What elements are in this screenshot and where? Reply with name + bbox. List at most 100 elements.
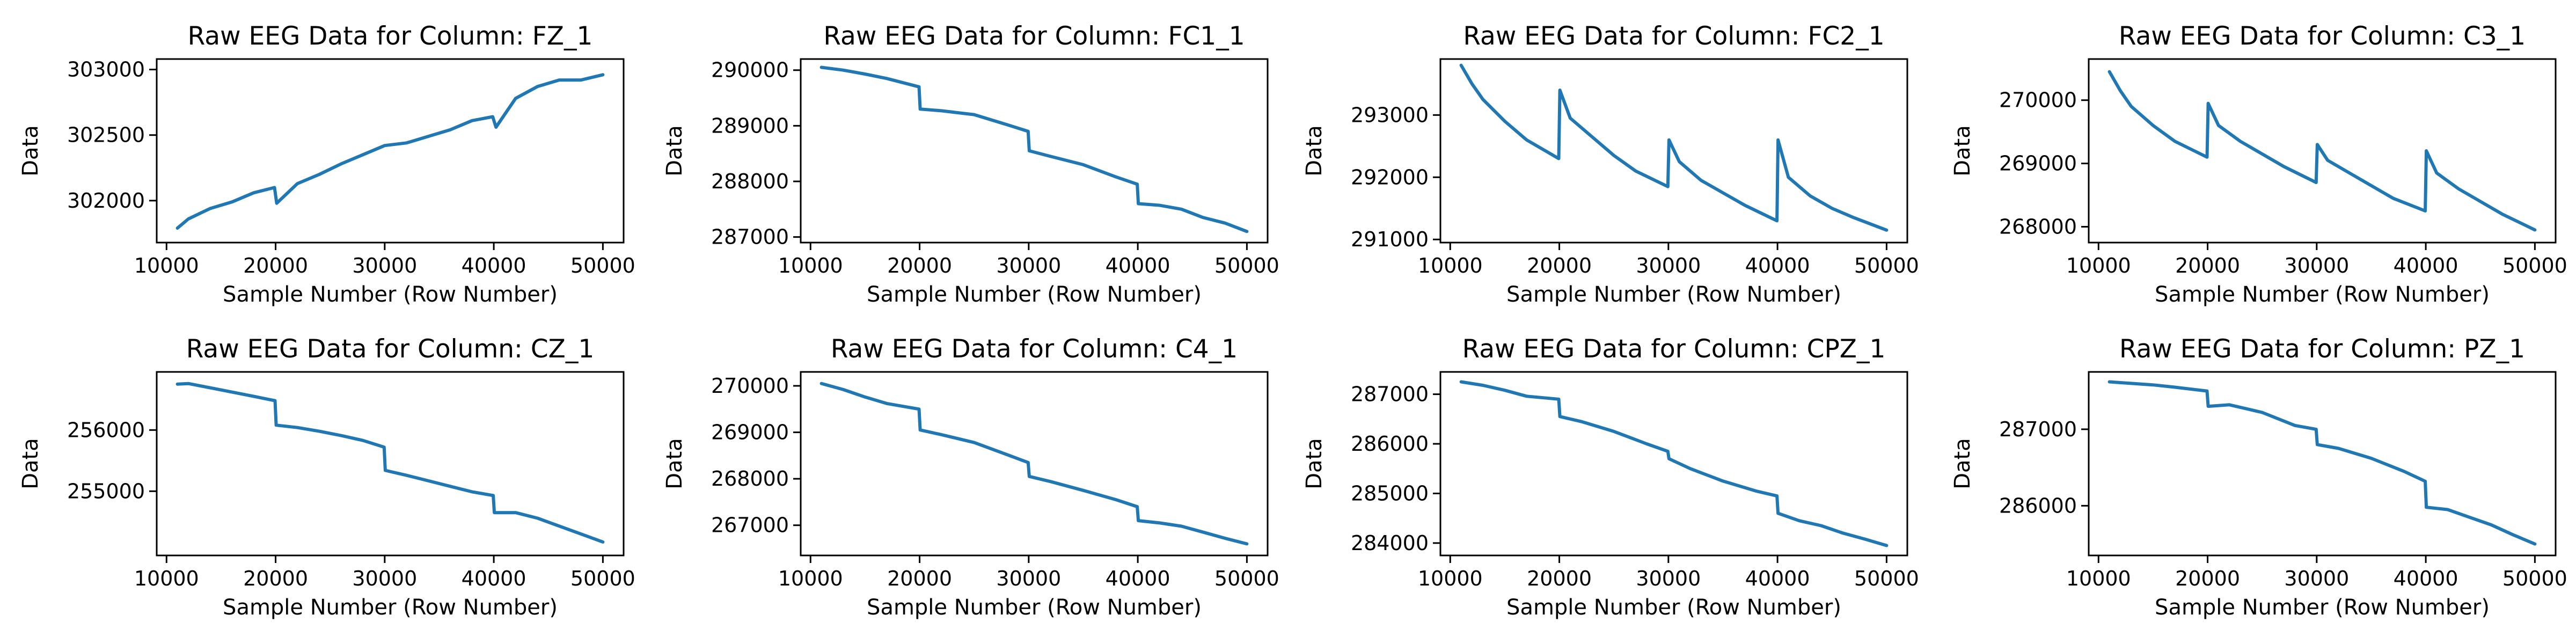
series-line <box>819 65 1249 233</box>
x-tick-label: 40000 <box>1106 567 1170 590</box>
y-tick-label: 303000 <box>67 58 145 82</box>
y-axis-label: Data <box>1950 125 1975 177</box>
subplot-1: 10000 20000 30000 40000 50000 302000 302500 303… <box>18 21 635 307</box>
x-tick-label: 30000 <box>352 567 417 590</box>
x-tick-label: 50000 <box>1214 254 1279 277</box>
axes-frame <box>156 58 625 244</box>
x-tick-label: 10000 <box>778 254 843 277</box>
y-axis-label: Data <box>662 125 687 177</box>
x-tick-label: 40000 <box>2394 254 2458 277</box>
x-tick-label: 50000 <box>1854 567 1919 590</box>
chart-title: Raw EEG Data for Column: FZ_1 <box>188 21 593 51</box>
subplot-6: 10000 20000 30000 40000 50000 267000 268000 269… <box>662 334 1279 620</box>
axes-frame <box>2088 58 2557 244</box>
x-axis-label: Sample Number (Row Number) <box>867 595 1202 620</box>
y-tick-label: 255000 <box>67 479 145 503</box>
x-tick-label: 10000 <box>2066 567 2131 590</box>
y-tick-label: 284000 <box>1351 531 1429 555</box>
y-axis-label: Data <box>18 438 43 489</box>
x-axis-label: Sample Number (Row Number) <box>223 595 558 620</box>
y-axis-label: Data <box>1302 125 1327 177</box>
y-tick-label: 302500 <box>67 123 145 147</box>
axes-frame <box>1439 371 1908 557</box>
x-tick-label: 10000 <box>134 254 199 277</box>
chart-title: Raw EEG Data for Column: C3_1 <box>2119 21 2526 51</box>
y-tick-label: 268000 <box>1999 215 2077 239</box>
subplot-8: 10000 20000 30000 40000 50000 286000 287000 Raw… <box>1950 334 2567 620</box>
subplot-3: 10000 20000 30000 40000 50000 291000 292000 293… <box>1302 21 1919 307</box>
x-tick-label: 20000 <box>887 567 952 590</box>
axes-frame <box>2088 371 2557 557</box>
series-line <box>175 73 605 230</box>
y-tick-label: 293000 <box>1351 103 1429 127</box>
x-tick-label: 30000 <box>996 567 1061 590</box>
x-tick-label: 30000 <box>2284 254 2349 277</box>
chart-title: Raw EEG Data for Column: FC2_1 <box>1463 21 1884 51</box>
y-tick-label: 287000 <box>711 225 789 249</box>
y-tick-label: 289000 <box>711 114 789 137</box>
subplot-2: 10000 20000 30000 40000 50000 287000 288000 289… <box>662 21 1279 307</box>
axes-frame <box>1439 58 1908 244</box>
y-tick-label: 270000 <box>1999 89 2077 112</box>
y-tick-label: 286000 <box>1351 432 1429 456</box>
chart-title: Raw EEG Data for Column: CZ_1 <box>186 334 594 364</box>
x-tick-label: 30000 <box>1636 567 1701 590</box>
x-tick-label: 50000 <box>570 567 635 590</box>
series-line <box>819 382 1249 546</box>
series-line <box>1459 380 1889 547</box>
x-tick-label: 10000 <box>1418 254 1483 277</box>
x-axis-label: Sample Number (Row Number) <box>867 282 1202 307</box>
x-tick-label: 40000 <box>1745 567 1810 590</box>
x-tick-label: 40000 <box>2394 567 2458 590</box>
series-line <box>2107 380 2537 546</box>
x-tick-label: 30000 <box>1636 254 1701 277</box>
x-tick-label: 50000 <box>2502 567 2567 590</box>
y-axis-label: Data <box>18 125 43 177</box>
y-tick-label: 270000 <box>711 374 789 398</box>
y-tick-label: 285000 <box>1351 481 1429 505</box>
y-tick-label: 302000 <box>67 189 145 213</box>
y-tick-label: 290000 <box>711 58 789 82</box>
x-tick-label: 50000 <box>2502 254 2567 277</box>
chart-title: Raw EEG Data for Column: FC1_1 <box>823 21 1245 51</box>
x-tick-label: 30000 <box>996 254 1061 277</box>
axes-frame <box>156 371 625 557</box>
chart-title: Raw EEG Data for Column: CPZ_1 <box>1462 334 1886 364</box>
y-tick-label: 292000 <box>1351 165 1429 189</box>
subplot-7: 10000 20000 30000 40000 50000 284000 285000 286… <box>1302 334 1919 620</box>
x-axis-label: Sample Number (Row Number) <box>223 282 558 307</box>
y-tick-label: 291000 <box>1351 228 1429 251</box>
subplot-5: 10000 20000 30000 40000 50000 255000 256000 Raw… <box>18 334 635 620</box>
chart-title: Raw EEG Data for Column: C4_1 <box>831 334 1238 364</box>
x-tick-label: 40000 <box>1106 254 1170 277</box>
x-axis-label: Sample Number (Row Number) <box>1506 282 1841 307</box>
y-tick-label: 288000 <box>711 170 789 193</box>
x-tick-label: 50000 <box>570 254 635 277</box>
x-tick-label: 20000 <box>243 567 308 590</box>
x-axis-label: Sample Number (Row Number) <box>1506 595 1841 620</box>
y-tick-label: 286000 <box>1999 494 2077 517</box>
y-tick-label: 269000 <box>1999 152 2077 175</box>
x-tick-label: 20000 <box>2175 254 2240 277</box>
x-tick-label: 10000 <box>2066 254 2131 277</box>
y-tick-label: 256000 <box>67 418 145 442</box>
series-line <box>175 382 605 544</box>
x-tick-label: 20000 <box>1527 254 1592 277</box>
x-tick-label: 10000 <box>1418 567 1483 590</box>
x-tick-label: 40000 <box>1745 254 1810 277</box>
y-tick-label: 287000 <box>1351 383 1429 406</box>
y-axis-label: Data <box>1302 438 1327 489</box>
x-tick-label: 20000 <box>1527 567 1592 590</box>
x-tick-label: 50000 <box>1214 567 1279 590</box>
x-tick-label: 30000 <box>2284 567 2349 590</box>
y-axis-label: Data <box>662 438 687 489</box>
x-tick-label: 10000 <box>778 567 843 590</box>
axes-frame <box>800 58 1269 244</box>
x-tick-label: 20000 <box>243 254 308 277</box>
x-tick-label: 20000 <box>887 254 952 277</box>
x-tick-label: 40000 <box>462 254 526 277</box>
x-axis-label: Sample Number (Row Number) <box>2155 595 2490 620</box>
y-tick-label: 269000 <box>711 421 789 444</box>
axes-frame <box>800 371 1269 557</box>
